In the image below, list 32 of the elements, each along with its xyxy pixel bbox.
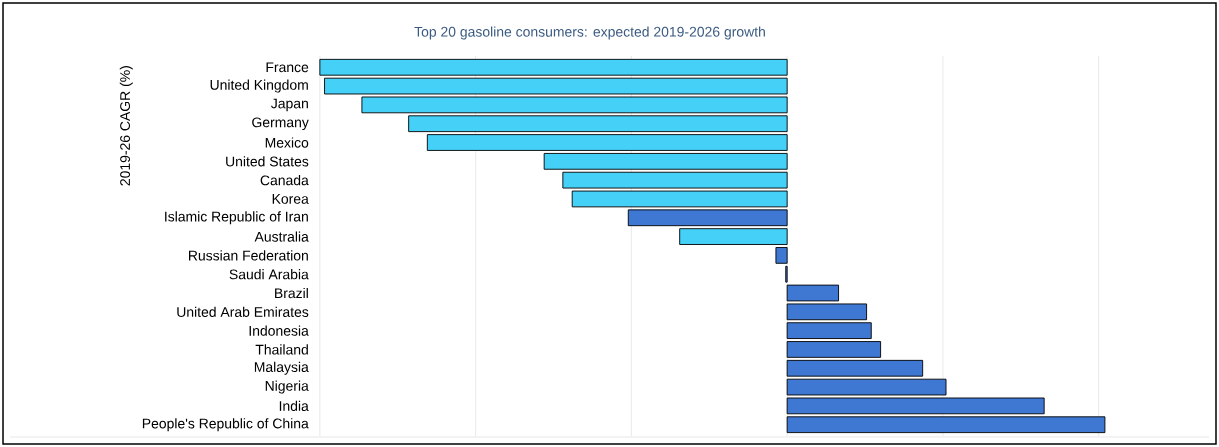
bar xyxy=(786,341,882,358)
y-tick-label: India xyxy=(279,400,309,412)
bar xyxy=(408,115,788,133)
y-tick-label: Brazil xyxy=(275,287,308,299)
bar xyxy=(775,247,788,264)
y-tick-label: United Kingdom xyxy=(210,79,308,93)
y-tick-label: Russian Federation xyxy=(189,250,308,261)
bar xyxy=(319,58,788,76)
bar xyxy=(786,416,1106,434)
y-tick-label: Mexico xyxy=(265,137,309,148)
bar xyxy=(786,322,872,339)
bar xyxy=(543,152,788,170)
y-tick-label: United States xyxy=(226,156,309,167)
y-tick-label: Germany xyxy=(252,117,309,131)
y-tick-label: Nigeria xyxy=(265,380,309,394)
y-axis-title: 2019-26 CAGR (%) xyxy=(119,66,133,186)
y-tick-label: France xyxy=(266,62,309,73)
y-tick-label: Australia xyxy=(254,231,309,242)
y-tick-label: Malaysia xyxy=(254,361,309,375)
y-tick-label: Islamic Republic of Iran xyxy=(165,211,308,225)
y-tick-label: Indonesia xyxy=(249,325,309,336)
y-tick-label: Saudi Arabia xyxy=(229,269,309,280)
y-tick-label: United Arab Emirates xyxy=(177,306,309,317)
chart-title: Top 20 gasoline consumers: expected 2019-2026 growth xyxy=(414,26,765,40)
bar xyxy=(786,359,924,377)
bar xyxy=(679,228,788,245)
y-tick-label: Korea xyxy=(272,194,309,204)
y-tick-label: Thailand xyxy=(255,344,308,355)
bar xyxy=(426,134,788,151)
y-tick-label: Japan xyxy=(271,98,308,112)
y-tick-label: People's Republic of China xyxy=(142,418,309,432)
y-tick-label: Canada xyxy=(260,175,309,186)
